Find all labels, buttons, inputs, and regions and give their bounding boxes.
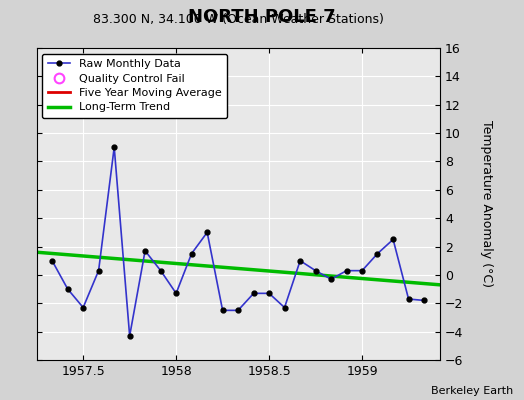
Raw Monthly Data	[189, 251, 195, 256]
Raw Monthly Data	[158, 268, 164, 273]
Raw Monthly Data	[328, 277, 334, 282]
Raw Monthly Data	[80, 305, 86, 310]
Raw Monthly Data	[374, 251, 380, 256]
Raw Monthly Data	[64, 287, 71, 292]
Raw Monthly Data	[312, 268, 319, 273]
Raw Monthly Data	[266, 291, 272, 296]
Raw Monthly Data	[142, 248, 148, 253]
Title: 83.300 N, 34.100 W (Ocean Weather Stations): 83.300 N, 34.100 W (Ocean Weather Statio…	[93, 13, 384, 26]
Raw Monthly Data	[235, 308, 241, 313]
Raw Monthly Data	[421, 298, 427, 303]
Text: NORTH POLE 7: NORTH POLE 7	[188, 8, 336, 26]
Y-axis label: Temperature Anomaly (°C): Temperature Anomaly (°C)	[480, 120, 493, 288]
Raw Monthly Data	[95, 268, 102, 273]
Raw Monthly Data	[390, 237, 396, 242]
Raw Monthly Data	[359, 268, 365, 273]
Raw Monthly Data	[126, 334, 133, 338]
Raw Monthly Data	[204, 230, 210, 235]
Raw Monthly Data	[406, 297, 412, 302]
Raw Monthly Data	[344, 268, 350, 273]
Raw Monthly Data	[297, 258, 303, 263]
Raw Monthly Data	[281, 305, 288, 310]
Legend: Raw Monthly Data, Quality Control Fail, Five Year Moving Average, Long-Term Tren: Raw Monthly Data, Quality Control Fail, …	[42, 54, 227, 118]
Raw Monthly Data	[49, 258, 55, 263]
Raw Monthly Data	[250, 291, 257, 296]
Text: Berkeley Earth: Berkeley Earth	[431, 386, 514, 396]
Line: Raw Monthly Data: Raw Monthly Data	[50, 145, 427, 338]
Raw Monthly Data	[173, 291, 179, 296]
Raw Monthly Data	[111, 145, 117, 150]
Raw Monthly Data	[220, 308, 226, 313]
